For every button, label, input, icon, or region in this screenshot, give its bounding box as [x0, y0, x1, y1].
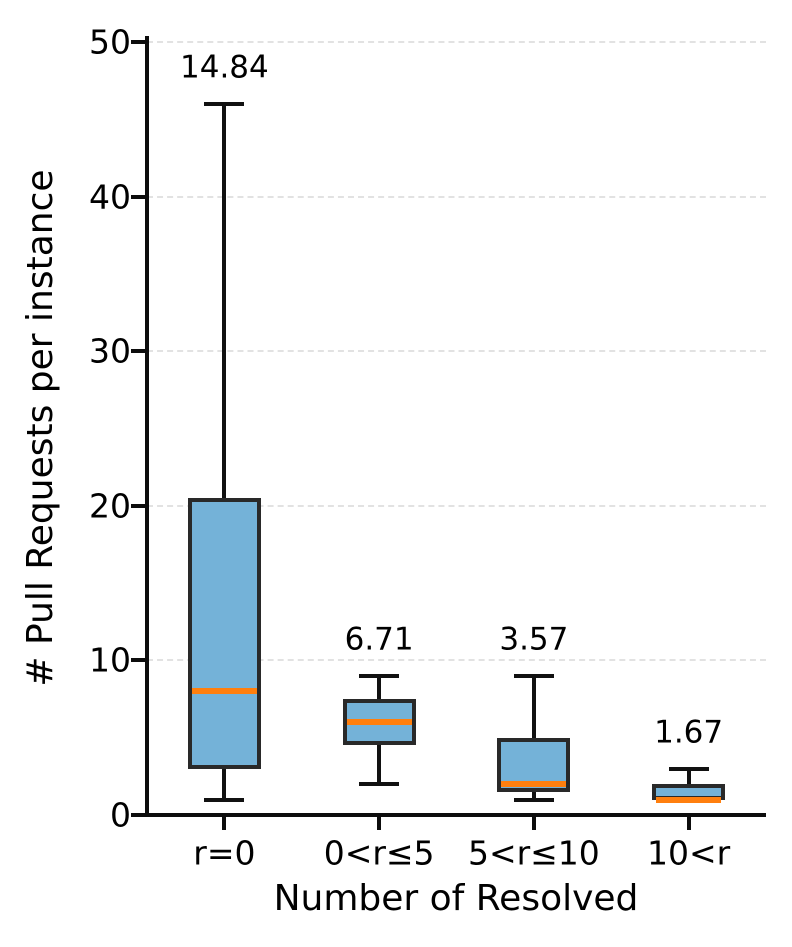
y-tick-label: 40: [89, 177, 131, 217]
lower-whisker-cap: [359, 782, 400, 787]
y-gridline: [147, 41, 766, 43]
x-tick-mark: [377, 815, 382, 830]
y-tick-mark: [131, 658, 145, 663]
mean-annotation: 6.71: [344, 621, 414, 658]
y-tick-mark: [131, 194, 145, 199]
y-tick-label: 30: [89, 331, 131, 371]
box: [187, 498, 261, 769]
x-tick-label: r=0: [193, 833, 256, 873]
x-tick-mark: [222, 815, 227, 830]
y-gridline: [147, 504, 766, 507]
median-line: [501, 781, 567, 788]
y-tick-mark: [131, 813, 145, 817]
median-line: [656, 796, 722, 803]
y-tick-mark: [131, 40, 145, 44]
x-tick-label: 10<r: [647, 833, 731, 873]
y-tick-mark: [131, 503, 145, 508]
x-tick-label: 5<r≤10: [467, 833, 600, 873]
lower-whisker: [377, 745, 382, 785]
lower-whisker-cap: [204, 797, 245, 802]
upper-whisker-cap: [204, 101, 245, 106]
y-tick-label: 20: [89, 486, 131, 526]
y-axis-spine: [145, 36, 149, 817]
median-line: [191, 688, 257, 695]
mean-annotation: 14.84: [180, 49, 269, 86]
mean-annotation: 1.67: [654, 714, 724, 751]
x-axis-title: Number of Resolved: [273, 878, 639, 919]
y-gridline: [147, 350, 766, 353]
x-tick-mark: [531, 815, 536, 830]
lower-whisker-cap: [513, 797, 554, 802]
x-tick-label: 0<r≤5: [323, 833, 435, 873]
upper-whisker: [531, 675, 536, 738]
mean-annotation: 3.57: [499, 621, 569, 658]
upper-whisker: [377, 675, 382, 700]
y-tick-label: 50: [89, 22, 131, 62]
lower-whisker: [531, 791, 536, 800]
y-gridline: [147, 659, 766, 662]
x-tick-mark: [686, 815, 691, 830]
y-tick-mark: [131, 349, 145, 354]
y-tick-label: 10: [89, 640, 131, 680]
upper-whisker: [222, 103, 227, 499]
y-gridline: [147, 195, 766, 198]
median-line: [346, 719, 412, 726]
upper-whisker-cap: [513, 673, 554, 678]
upper-whisker-cap: [359, 673, 400, 678]
upper-whisker-cap: [668, 766, 709, 771]
y-axis-title: # Pull Requests per instance: [20, 169, 61, 687]
lower-whisker: [222, 768, 227, 800]
y-tick-label: 0: [110, 795, 131, 835]
upper-whisker: [686, 768, 691, 785]
x-axis-spine: [145, 813, 766, 817]
